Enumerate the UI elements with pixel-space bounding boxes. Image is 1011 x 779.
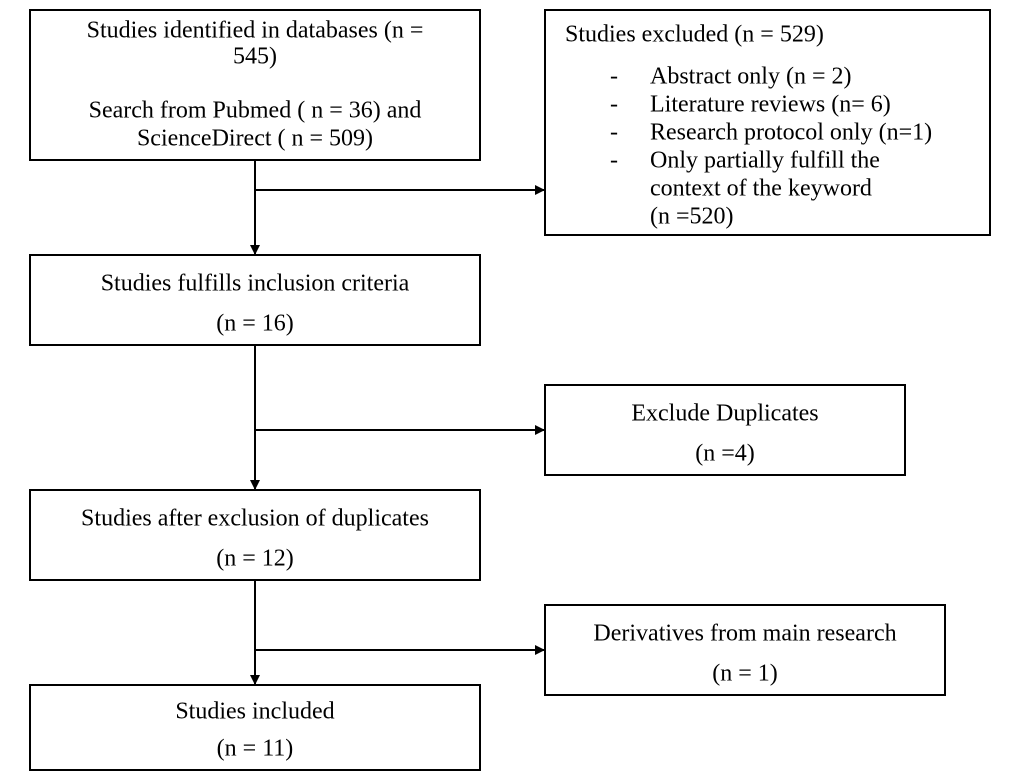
deriv-line2: (n = 1) — [712, 661, 778, 687]
identified-line1: Studies identified in databases (n = — [87, 18, 424, 44]
box-derivatives: Derivatives from main research (n = 1) — [545, 605, 945, 695]
inclusion-line1: Studies fulfills inclusion criteria — [101, 271, 410, 297]
included-line2: (n = 11) — [217, 736, 294, 762]
bullet-dash-0: - — [610, 64, 618, 90]
bullet-3: Only partially fulfill the — [650, 148, 880, 174]
box-included: Studies included (n = 11) — [30, 685, 480, 770]
deriv-line1: Derivatives from main research — [593, 621, 896, 647]
bullet-4: context of the keyword — [650, 176, 872, 202]
box-identified: Studies identified in databases (n = 545… — [30, 10, 480, 160]
afterdup-line1: Studies after exclusion of duplicates — [81, 506, 429, 532]
identified-line2: 545) — [233, 44, 277, 70]
excluded-title: Studies excluded (n = 529) — [565, 22, 824, 48]
bullet-dash-3: - — [610, 148, 618, 174]
box-excluded: Studies excluded (n = 529) - Abstract on… — [545, 10, 990, 235]
dup-line2: (n =4) — [695, 441, 755, 467]
bullet-dash-2: - — [610, 120, 618, 146]
bullet-dash-1: - — [610, 92, 618, 118]
bullet-5: (n =520) — [650, 204, 734, 230]
afterdup-line2: (n = 12) — [216, 546, 294, 572]
bullet-1: Literature reviews (n= 6) — [650, 92, 891, 118]
included-line1: Studies included — [175, 699, 334, 725]
dup-line1: Exclude Duplicates — [631, 401, 818, 427]
prisma-flowchart: Studies identified in databases (n = 545… — [0, 0, 1011, 779]
identified-line3: Search from Pubmed ( n = 36) and — [89, 98, 422, 124]
inclusion-line2: (n = 16) — [216, 311, 294, 337]
box-inclusion: Studies fulfills inclusion criteria (n =… — [30, 255, 480, 345]
arrows — [255, 160, 545, 685]
bullet-2: Research protocol only (n=1) — [650, 120, 932, 146]
bullet-0: Abstract only (n = 2) — [650, 64, 852, 90]
identified-line4: ScienceDirect ( n = 509) — [137, 126, 373, 152]
box-after-dup: Studies after exclusion of duplicates (n… — [30, 490, 480, 580]
box-duplicates: Exclude Duplicates (n =4) — [545, 385, 905, 475]
